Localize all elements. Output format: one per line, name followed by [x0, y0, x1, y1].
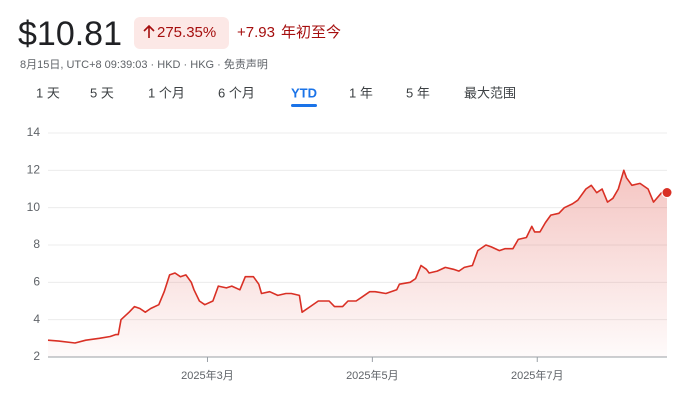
y-tick-label: 4 — [33, 312, 40, 326]
y-tick-label: 6 — [33, 275, 40, 289]
y-tick-label: 8 — [33, 237, 40, 251]
change: +7.93 — [237, 24, 275, 41]
up-arrow — [143, 24, 155, 38]
change-badge — [134, 17, 229, 49]
meta: 8月15日, UTC+8 09:39:03 · HKD · HKG · 免责声明 — [20, 57, 268, 71]
tab[interactable]: 1 年 — [349, 85, 373, 100]
plot: 2 4 6 8 10 12 14 2025年3月 2025年5月 2025年7月 — [27, 125, 673, 382]
y-tick-label: 2 — [33, 349, 40, 363]
area-fill — [48, 170, 667, 357]
tab[interactable]: YTD — [291, 85, 317, 100]
y-tick-label: 12 — [27, 163, 41, 177]
tab[interactable]: 最大范围 — [464, 85, 516, 100]
price-line — [47, 169, 668, 344]
tab-bar: 1 天 5 天 1 个月 6 个月 YTD 1 年 5 年 最大范围 — [36, 85, 516, 107]
tab[interactable]: 5 年 — [406, 85, 430, 100]
tab-underline — [291, 104, 317, 107]
x-tick-label: 2025年7月 — [511, 368, 564, 382]
change-percent: 275.35% — [157, 24, 216, 41]
y-tick-label: 10 — [27, 200, 41, 214]
tab[interactable]: 5 天 — [90, 85, 114, 100]
price: $10.81 — [18, 15, 122, 53]
tab[interactable]: 6 个月 — [218, 85, 255, 100]
tab[interactable]: 1 个月 — [148, 85, 185, 100]
tab[interactable]: 1 天 — [36, 85, 60, 100]
x-tick-label: 2025年5月 — [346, 368, 399, 382]
y-tick-label: 14 — [27, 125, 41, 139]
period: 年初至今 — [281, 24, 341, 41]
last-point — [661, 187, 673, 199]
x-tick-label: 2025年3月 — [181, 368, 234, 382]
